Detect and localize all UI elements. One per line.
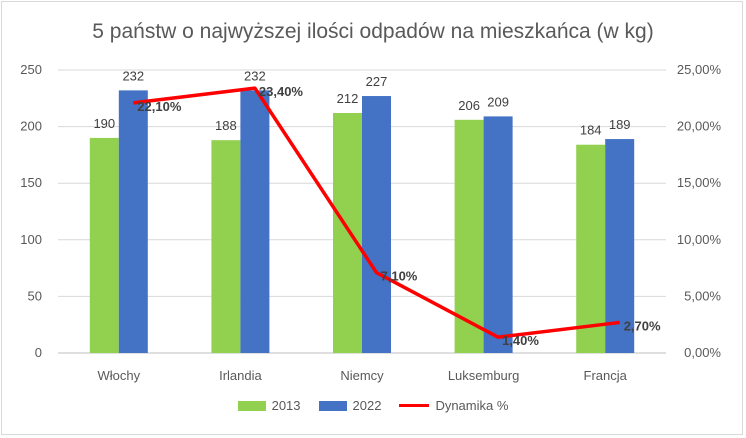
bar-label-2013: 190	[93, 116, 115, 131]
x-tick-label: Francja	[584, 368, 628, 383]
legend-item-2022: 2022	[318, 398, 382, 413]
legend-swatch-2013	[237, 400, 266, 411]
bar-2022-Włochy	[118, 90, 148, 353]
chart-title: 5 państw o najwyższej ilości odpadów na …	[92, 20, 654, 43]
bar-label-2022: 209	[487, 94, 509, 109]
y-right-tick-label: 25,00%	[677, 62, 722, 77]
line-point-label: 2,70%	[624, 318, 661, 333]
line-point-label: 7,10%	[381, 269, 418, 284]
legend-label-dynamika: Dynamika %	[435, 398, 509, 413]
line-point-label: 22,10%	[137, 99, 182, 114]
bar-label-2013: 206	[458, 98, 480, 113]
line-point-label: 1,40%	[502, 333, 539, 348]
legend-swatch-2022	[318, 400, 347, 411]
bar-2022-Niemcy	[362, 96, 391, 353]
legend-item-dynamika: Dynamika %	[399, 398, 508, 413]
y-right-tick-label: 10,00%	[677, 232, 722, 247]
x-tick-label: Niemcy	[340, 368, 384, 383]
bar-2013-Włochy	[89, 137, 119, 353]
y-left-tick-label: 150	[20, 175, 42, 190]
chart-legend: 2013 2022 Dynamika %	[0, 398, 746, 413]
bar-2022-Luksemburg	[483, 116, 513, 353]
x-tick-label: Włochy	[97, 368, 140, 383]
bar-2022-Francja	[605, 139, 635, 353]
bar-2022-Irlandia	[240, 90, 270, 353]
legend-label-2022: 2022	[352, 398, 382, 413]
bar-2013-Niemcy	[333, 113, 362, 354]
y-left-tick-label: 100	[20, 232, 42, 247]
line-point-label: 23,40%	[259, 84, 304, 99]
y-left-tick-label: 250	[20, 62, 42, 77]
legend-swatch-dynamika	[399, 404, 430, 407]
bar-2013-Francja	[576, 144, 606, 353]
bar-2013-Irlandia	[211, 140, 241, 353]
bar-label-2022: 227	[366, 74, 388, 89]
x-tick-label: Irlandia	[219, 368, 262, 383]
y-right-tick-label: 5,00%	[684, 288, 721, 303]
y-right-tick-label: 20,00%	[677, 119, 722, 134]
line-dynamika	[133, 86, 620, 339]
y-right-tick-label: 0,00%	[684, 345, 721, 360]
x-tick-label: Luksemburg	[448, 368, 520, 383]
legend-label-2013: 2013	[271, 398, 301, 413]
y-left-tick-label: 0	[35, 345, 42, 360]
y-left-tick-label: 200	[20, 119, 42, 134]
bar-label-2013: 212	[337, 91, 359, 106]
legend-item-2013: 2013	[237, 398, 301, 413]
bar-label-2022: 232	[122, 68, 144, 83]
bar-label-2013: 188	[215, 118, 237, 133]
bar-label-2022: 232	[244, 68, 266, 83]
bar-label-2013: 184	[580, 123, 602, 138]
y-left-tick-label: 50	[28, 288, 42, 303]
bar-2013-Luksemburg	[454, 119, 484, 353]
bar-label-2022: 189	[609, 117, 631, 132]
y-right-tick-label: 15,00%	[677, 175, 722, 190]
